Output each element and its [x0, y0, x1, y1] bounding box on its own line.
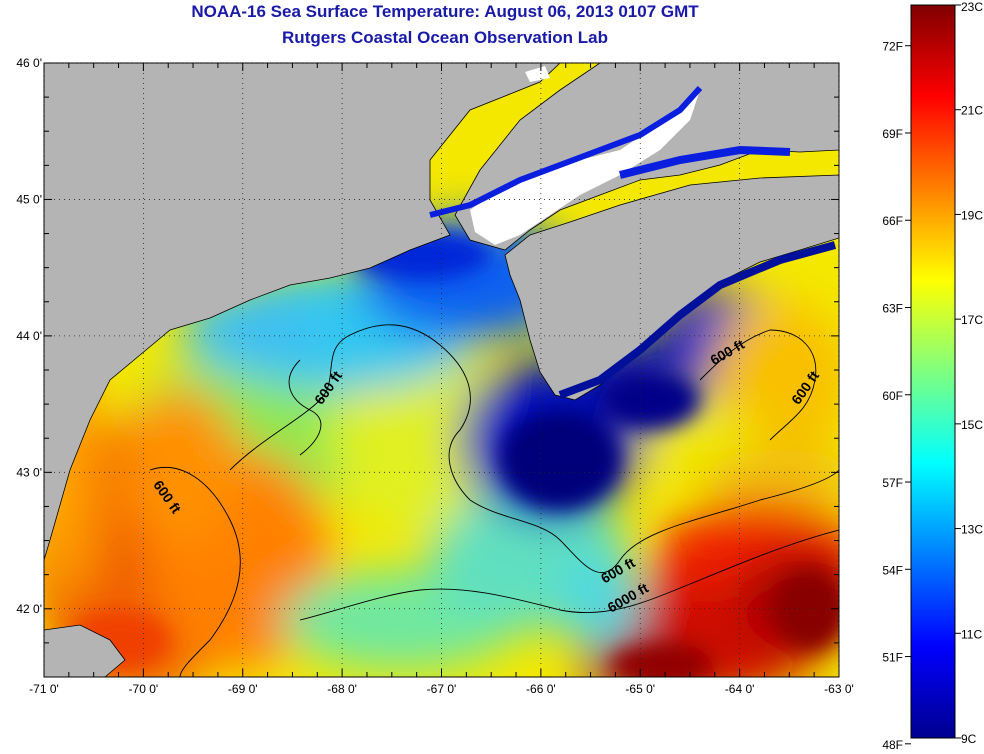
y-tick-label: 43 0' [16, 465, 42, 479]
colorbar-f-label: 54F [882, 563, 903, 577]
colorbar-c-label: 23C [961, 0, 983, 14]
colorbar-c-label: 9C [961, 732, 977, 746]
colorbar-c-label: 19C [961, 208, 983, 222]
y-tick-label: 46 0' [16, 56, 42, 70]
colorbar [910, 4, 956, 739]
colorbar-f-label: 69F [882, 127, 903, 141]
chart-title: NOAA-16 Sea Surface Temperature: August … [191, 2, 699, 21]
y-axis: 46 0' 45 0' 44 0' 43 0' 42 0' [16, 56, 839, 678]
colorbar-c-label: 21C [961, 104, 983, 118]
colorbar-f-label: 60F [882, 389, 903, 403]
colorbar-f-label: 51F [882, 651, 903, 665]
y-tick-label: 42 0' [16, 602, 42, 616]
colorbar-f-label: 72F [882, 40, 903, 54]
x-tick-label: -64 0' [725, 682, 755, 696]
colorbar-f-label: 66F [882, 214, 903, 228]
chart-subtitle: Rutgers Coastal Ocean Observation Lab [282, 28, 608, 47]
x-tick-label: -71 0' [29, 682, 59, 696]
x-tick-label: -63 0' [824, 682, 854, 696]
y-tick-label: 45 0' [16, 192, 42, 206]
x-axis: -71 0' -70 0' -69 0' -68 0' -67 0' -66 0' -65 … [29, 63, 854, 696]
x-tick-label: -65 0' [625, 682, 655, 696]
x-tick-label: -66 0' [526, 682, 556, 696]
y-tick-label: 44 0' [16, 329, 42, 343]
colorbar-f-label: 57F [882, 476, 903, 490]
cloud-mask [470, 66, 700, 245]
colorbar-fahrenheit-labels: 72F 69F 66F 63F 60F 57F 54F 51F 48F [882, 40, 911, 752]
colorbar-c-label: 17C [961, 313, 983, 327]
bathymetry-contours [149, 324, 839, 677]
x-tick-label: -70 0' [129, 682, 159, 696]
colorbar-c-label: 13C [961, 523, 983, 537]
colorbar-f-label: 63F [882, 302, 903, 316]
colorbar-c-label: 11C [961, 627, 982, 641]
x-tick-label: -69 0' [228, 682, 258, 696]
x-tick-label: -68 0' [327, 682, 357, 696]
colorbar-c-label: 15C [961, 418, 983, 432]
colorbar-f-label: 48F [882, 738, 903, 752]
sst-field [44, 63, 839, 677]
colorbar-celsius-labels: 23C 21C 19C 17C 15C 13C 11C 9C [955, 0, 983, 746]
x-tick-label: -67 0' [427, 682, 457, 696]
